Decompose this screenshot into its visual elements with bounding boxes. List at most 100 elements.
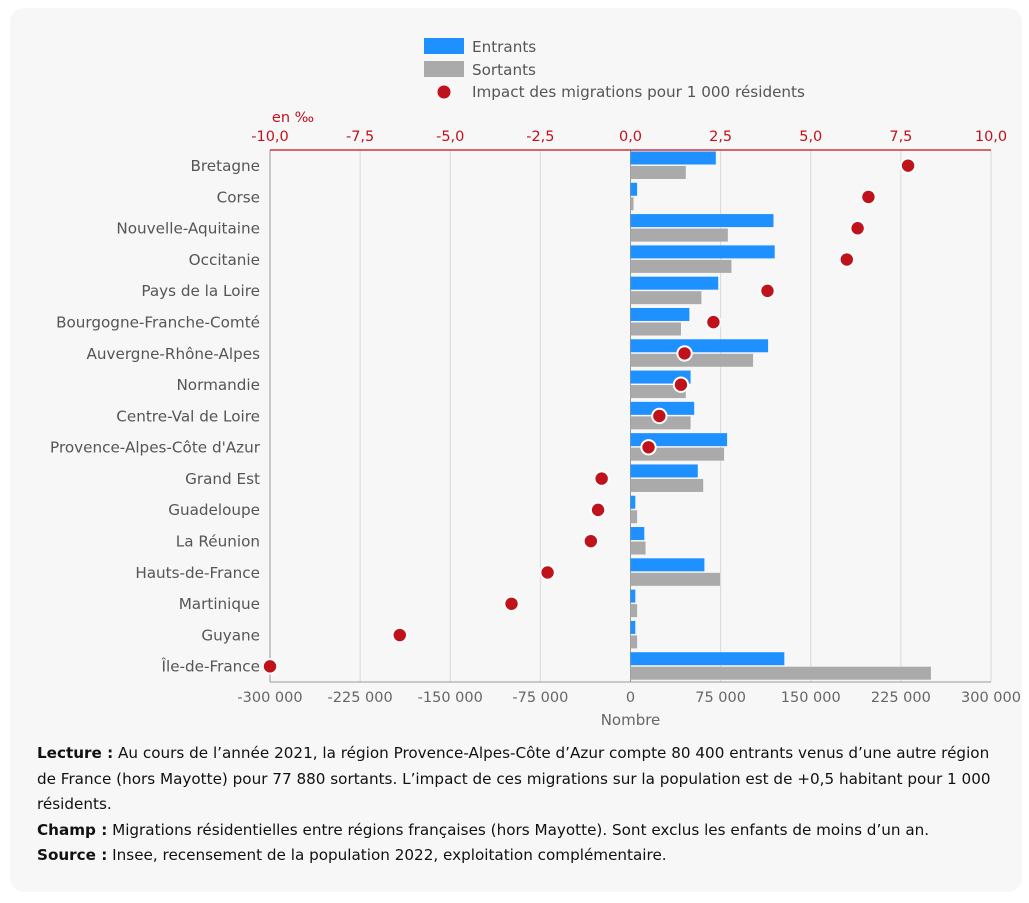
impact-dot [261, 658, 279, 675]
impact-dot [705, 313, 722, 331]
impact-dot [676, 345, 693, 362]
legend-swatch-impact [437, 85, 451, 99]
category-label: Occitanie [189, 251, 260, 269]
impact-dot [899, 157, 917, 174]
bar-entrants [630, 245, 775, 259]
bar-entrants [630, 652, 785, 666]
x-tick-label: -225 000 [328, 690, 393, 706]
bar-sortants [630, 197, 634, 211]
x-tick-label: -300 000 [237, 690, 302, 706]
category-label: Hauts-de-France [135, 564, 260, 582]
top-tick-label: -7,5 [346, 129, 374, 145]
impact-dot [589, 501, 607, 519]
bar-sortants [630, 635, 638, 649]
category-label: Normandie [176, 376, 260, 394]
legend-swatch-entrants [424, 38, 464, 54]
impact-dot [849, 220, 866, 237]
category-label: Pays de la Loire [141, 282, 260, 300]
bar-sortants [630, 385, 686, 399]
bar-sortants [630, 478, 704, 492]
x-tick-label: 150 000 [781, 690, 841, 706]
bar-entrants [630, 276, 719, 290]
x-axis-title: Nombre [601, 711, 661, 729]
top-tick-label: -5,0 [436, 129, 464, 145]
category-label: Guyane [201, 626, 260, 644]
chart-notes: Lecture : Au cours de l’année 2021, la r… [37, 741, 997, 869]
bar-entrants [630, 527, 645, 541]
source-text: Insee, recensement de la population 2022… [107, 846, 667, 864]
x-tick-label: 75 000 [695, 690, 746, 706]
champ-text: Migrations résidentielles entre régions … [107, 820, 930, 839]
legend-swatch-sortants [424, 61, 464, 77]
category-label: La Réunion [176, 533, 260, 551]
top-tick-label: -2,5 [526, 129, 554, 145]
lecture-label: Lecture : [37, 744, 114, 762]
bar-sortants [630, 666, 931, 680]
bar-sortants [630, 166, 686, 179]
bar-sortants [630, 259, 732, 273]
category-label: Guadeloupe [168, 501, 260, 519]
x-tick-label: 0 [626, 690, 635, 706]
bar-entrants [630, 214, 774, 228]
bar-entrants [630, 151, 716, 165]
chart: -300 000 -225 000 -150 000 -75 000 0 75 000 15… [50, 38, 1021, 729]
bar-sortants [630, 604, 638, 618]
bar-entrants [630, 401, 695, 415]
legend-label-impact: Impact des migrations pour 1 000 résiden… [472, 83, 805, 101]
impact-dot [640, 439, 657, 456]
bar-sortants [630, 353, 754, 367]
champ-note: Champ : Migrations résidentielles entre … [37, 818, 997, 844]
category-label: Martinique [179, 595, 260, 613]
bar-sortants [630, 572, 721, 586]
impact-dot [838, 251, 855, 268]
bar-sortants [630, 510, 638, 524]
bar-entrants [630, 307, 690, 321]
top-tick-label: 0,0 [619, 129, 642, 145]
category-label: Centre-Val de Loire [116, 407, 260, 425]
bar-entrants [630, 589, 636, 603]
legend-label-entrants: Entrants [472, 38, 536, 56]
top-tick-label: 10,0 [975, 129, 1007, 145]
lecture-text: Au cours de l’année 2021, la région Prov… [37, 744, 991, 813]
category-label: Île-de-France [161, 657, 261, 676]
bar-sortants [630, 541, 646, 555]
lecture-note: Lecture : Au cours de l’année 2021, la r… [37, 741, 997, 818]
category-label: Provence-Alpes-Côte d'Azur [50, 439, 261, 457]
impact-dot [672, 376, 690, 393]
bar-sortants [630, 228, 728, 242]
bar-entrants [630, 620, 636, 634]
bar-sortants [630, 322, 681, 336]
x-tick-label: -150 000 [418, 690, 483, 706]
category-label: Grand Est [185, 470, 260, 488]
impact-dot [582, 532, 600, 550]
impact-dot [860, 188, 877, 206]
bar-entrants [630, 495, 636, 509]
impact-dot [593, 470, 610, 487]
impact-dot [539, 564, 556, 581]
top-tick-label: 5,0 [799, 129, 822, 145]
champ-label: Champ : [37, 820, 108, 839]
category-label: Auvergne-Rhône-Alpes [86, 345, 260, 363]
x-tick-label: -75 000 [512, 690, 568, 706]
impact-dot [391, 626, 408, 644]
top-tick-label: 7,5 [889, 129, 912, 145]
category-label: Nouvelle-Aquitaine [116, 220, 260, 238]
legend-label-sortants: Sortants [472, 61, 536, 79]
source-note: Source : Insee, recensement de la popula… [37, 843, 997, 869]
bar-entrants [630, 558, 705, 572]
impact-dot [759, 282, 776, 300]
bar-sortants [630, 291, 702, 305]
bar-entrants [630, 182, 638, 196]
x-tick-label: 300 000 [961, 690, 1021, 706]
impact-dot [651, 407, 668, 425]
impact-dot [503, 595, 520, 612]
top-axis-unit: en ‰ [272, 110, 314, 126]
chart-card [10, 8, 1022, 892]
source-label: Source : [37, 846, 108, 864]
category-label: Bretagne [190, 157, 260, 175]
category-label: Bourgogne-Franche-Comté [56, 313, 260, 331]
bar-entrants [630, 339, 769, 353]
category-label: Corse [217, 188, 260, 206]
x-tick-label: 225 000 [871, 690, 931, 706]
top-tick-label: 2,5 [709, 129, 732, 145]
